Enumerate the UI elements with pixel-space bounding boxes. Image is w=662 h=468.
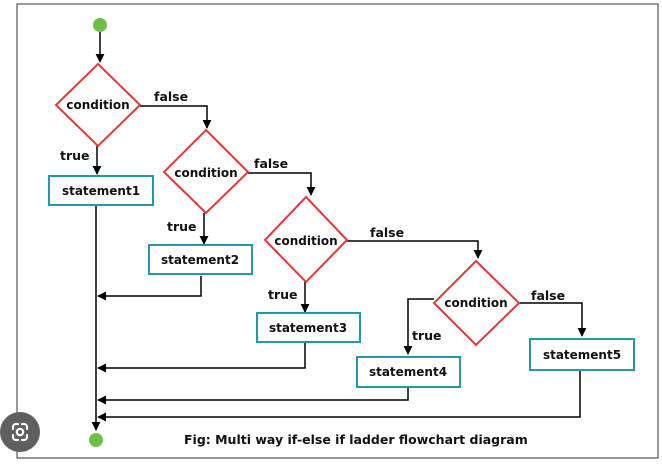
true-label-3: true: [268, 287, 298, 302]
false-label-4: false: [531, 288, 565, 303]
decisions: [54, 62, 521, 347]
edge-statement4-merge: [97, 388, 409, 405]
false-label-2: false: [254, 156, 288, 171]
edge-statement2-merge: [97, 276, 202, 301]
false-label-3: false: [370, 225, 404, 240]
condition-diamond-3: [263, 195, 349, 284]
condition-diamond-4: [432, 259, 521, 347]
statement-label-3: statement3: [269, 321, 347, 335]
statements: [48, 175, 635, 388]
statement-box-2: [148, 244, 253, 275]
condition-diamond-2: [162, 128, 250, 215]
edge-statement5-merge: [97, 371, 581, 422]
statement-label-4: statement4: [369, 365, 447, 379]
condition-label-1: condition: [66, 98, 129, 112]
edge-condition4-false: [519, 302, 587, 337]
statement-box-3: [256, 312, 361, 343]
edge-condition4-true: [403, 298, 434, 355]
edge-condition1-false: [140, 105, 212, 129]
google-lens-icon: [11, 422, 29, 442]
start-terminal: [93, 18, 107, 32]
true-label-4: true: [412, 328, 442, 343]
diagram-frame: [16, 3, 659, 459]
statement-label-5: statement5: [543, 348, 621, 362]
edge-condition2-false: [248, 172, 316, 196]
diagram-caption: Fig: Multi way if-else if ladder flowcha…: [184, 432, 528, 447]
true-label-2: true: [167, 219, 197, 234]
condition-label-3: condition: [274, 234, 337, 248]
statement-box-4: [356, 356, 461, 388]
end-terminal: [89, 433, 103, 447]
statement-label-1: statement1: [62, 184, 140, 198]
lens-search-button[interactable]: [0, 412, 40, 452]
true-label-1: true: [60, 148, 90, 163]
statement-label-2: statement2: [161, 253, 239, 267]
condition-label-4: condition: [444, 296, 507, 310]
false-label-1: false: [154, 89, 188, 104]
edge-statement3-merge: [97, 342, 306, 373]
condition-label-2: condition: [174, 166, 237, 180]
statement-box-5: [529, 338, 635, 371]
edge-condition3-false: [346, 240, 483, 259]
connectors: [91, 32, 587, 431]
statement-box-1: [48, 175, 154, 206]
condition-diamond-1: [54, 62, 142, 148]
